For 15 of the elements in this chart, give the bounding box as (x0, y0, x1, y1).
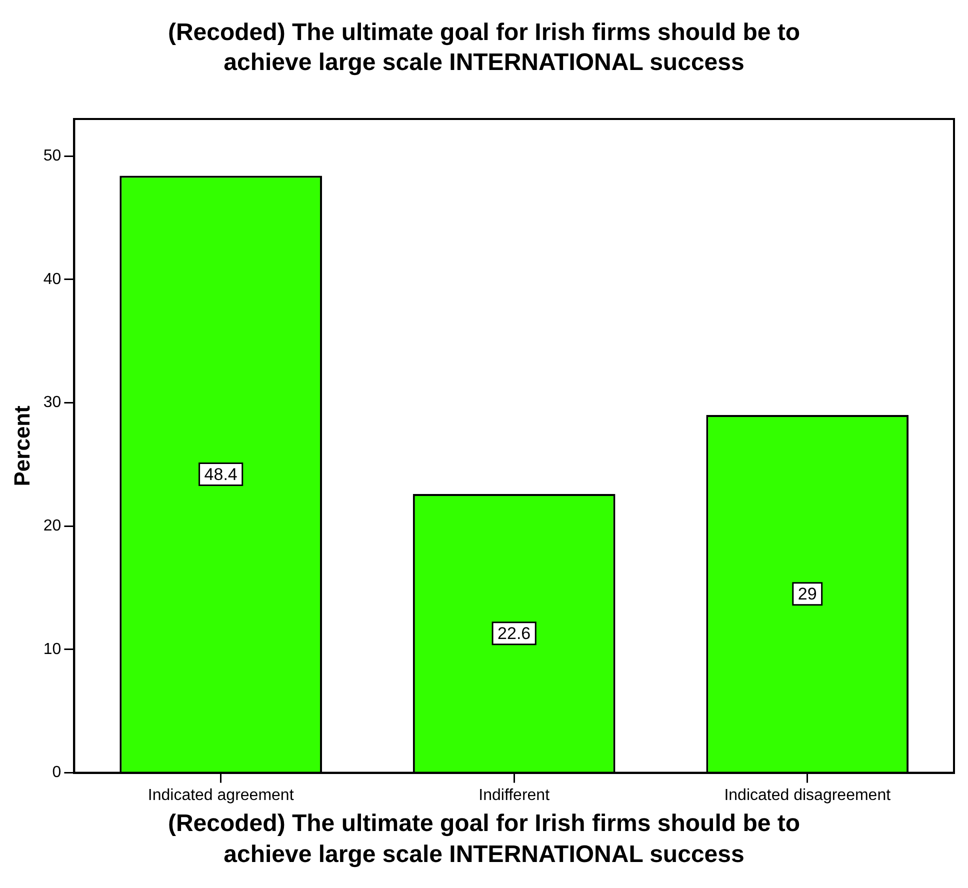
y-tick-label: 0 (52, 764, 62, 782)
data-label: 22.6 (498, 624, 531, 644)
y-tick-label: 10 (43, 640, 62, 658)
x-axis-title: (Recoded) The ultimate goal for Irish firms should be to achieve large scale INTERNATIONAL success (166, 809, 802, 870)
y-tick-label: 50 (43, 147, 62, 164)
data-label: 29 (798, 584, 817, 604)
y-axis-title: Percent (9, 404, 34, 486)
x-tick-label: Indicated disagreement (724, 786, 892, 804)
data-label: 48.4 (204, 464, 238, 484)
x-tick-label: Indicated agreement (148, 786, 294, 804)
chart-title: (Recoded) The ultimate goal for Irish firms should be to achieve large scale INTERNATIONAL success (166, 18, 802, 78)
y-tick-label: 40 (43, 270, 62, 288)
y-tick-label: 30 (43, 394, 62, 412)
y-tick-label: 20 (43, 517, 62, 534)
x-tick-label: Indifferent (478, 786, 550, 804)
